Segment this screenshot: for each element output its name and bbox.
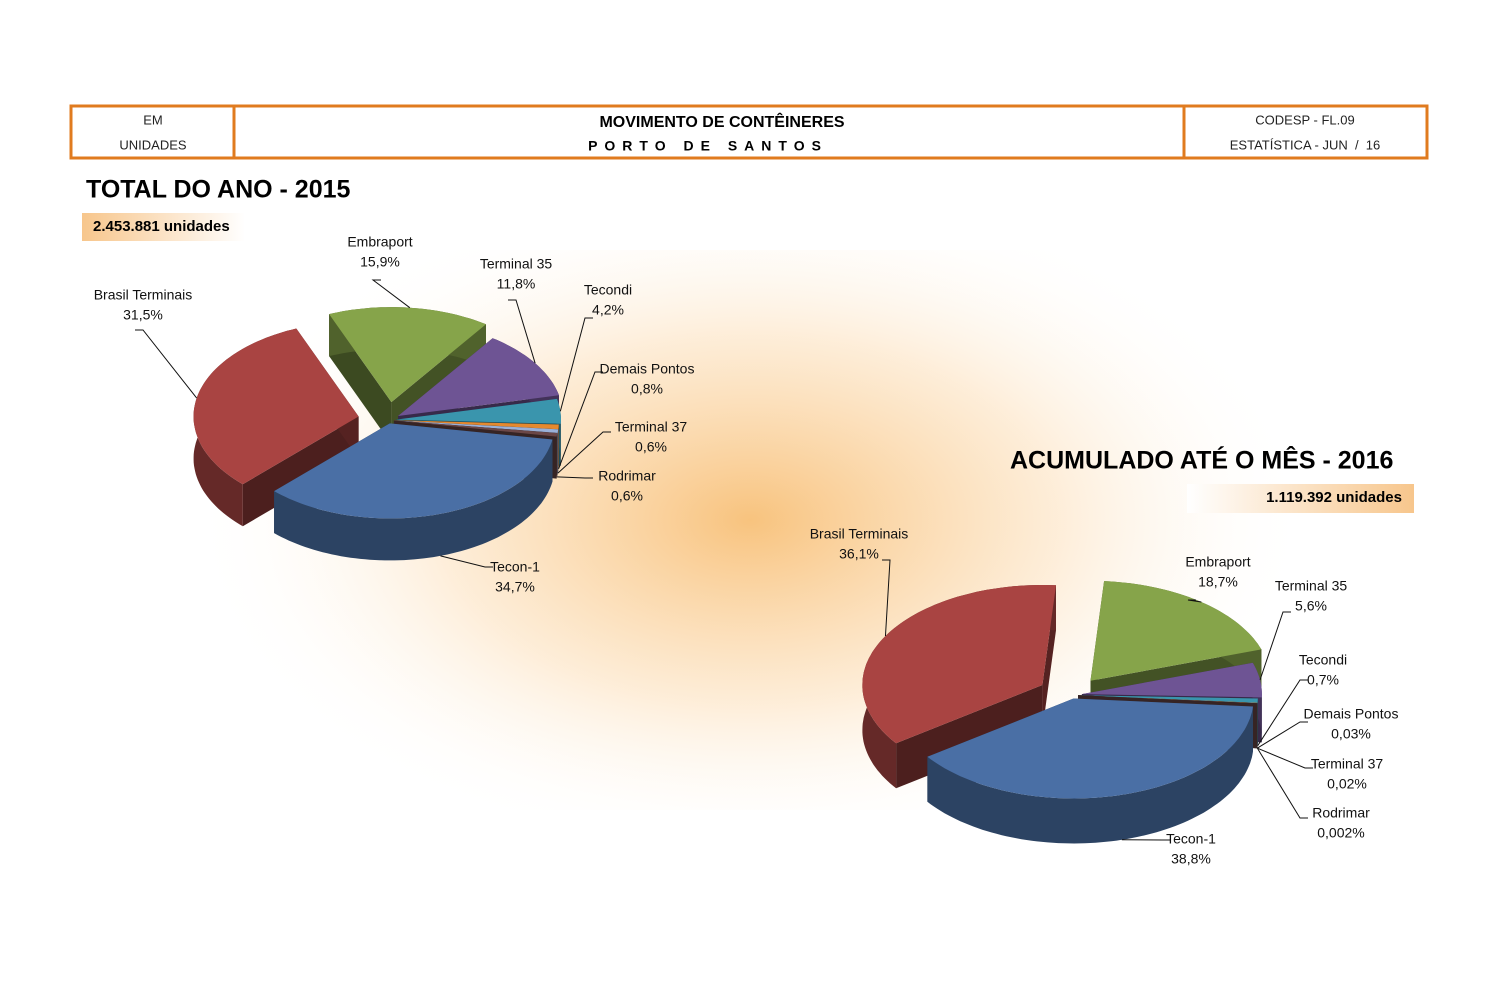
slice-value: 4,2%	[592, 302, 624, 318]
slice-value: 0,7%	[1307, 672, 1339, 688]
slice-label: Terminal 37	[1311, 756, 1384, 772]
chart-title: ACUMULADO ATÉ O MÊS - 2016	[1010, 445, 1393, 475]
slice-label: Brasil Terminais	[810, 526, 909, 542]
slice-label: Tecon-1	[490, 559, 540, 575]
slice-label: Embraport	[1185, 554, 1250, 570]
slice-side	[558, 425, 559, 472]
chart-title: TOTAL DO ANO - 2015	[86, 176, 351, 204]
slice-value: 15,9%	[360, 254, 400, 270]
slice-value: 18,7%	[1198, 574, 1238, 590]
slice-value: 0,002%	[1317, 825, 1364, 841]
slice-value: 0,6%	[635, 439, 667, 455]
slice-value: 36,1%	[839, 546, 879, 562]
slice-label: Terminal 35	[1275, 578, 1348, 594]
slice-side	[558, 429, 559, 475]
header: EM UNIDADES MOVIMENTO DE CONTÊINERES POR…	[71, 106, 1427, 158]
slice-label: Embraport	[347, 234, 412, 250]
slice-value: 38,8%	[1171, 851, 1211, 867]
slice-label: Tecondi	[1299, 652, 1347, 668]
header-left: UNIDADES	[119, 137, 187, 152]
header-right: ESTATÍSTICA - JUN / 16	[1230, 137, 1381, 152]
slice-label: Rodrimar	[598, 468, 656, 484]
slice-label: Tecondi	[584, 282, 632, 298]
slice-value: 11,8%	[497, 276, 536, 292]
slice-label: Demais Pontos	[600, 361, 695, 377]
slice-label: Terminal 37	[615, 419, 688, 435]
slice-label: Rodrimar	[1312, 805, 1370, 821]
chart-subtitle: 1.119.392 unidades	[1266, 489, 1402, 506]
slice-value: 31,5%	[123, 307, 163, 323]
header-title: MOVIMENTO DE CONTÊINERES	[599, 112, 844, 131]
chart-subtitle: 2.453.881 unidades	[93, 218, 230, 235]
slice-value: 0,02%	[1327, 776, 1367, 792]
header-subtitle: PORTO DE SANTOS	[588, 138, 828, 154]
slice-value: 34,7%	[495, 579, 535, 595]
slice-value: 0,03%	[1331, 726, 1371, 742]
slice-side	[557, 433, 558, 479]
header-right: CODESP - FL.09	[1255, 112, 1354, 127]
header-left: EM	[143, 112, 163, 127]
slice-value: 0,6%	[611, 488, 643, 504]
slice-label: Terminal 35	[480, 256, 553, 272]
slice-value: 0,8%	[631, 381, 663, 397]
slice-label: Demais Pontos	[1304, 706, 1399, 722]
slice-label: Brasil Terminais	[94, 287, 193, 303]
slice-value: 5,6%	[1295, 598, 1327, 614]
slice-label: Tecon-1	[1166, 831, 1216, 847]
